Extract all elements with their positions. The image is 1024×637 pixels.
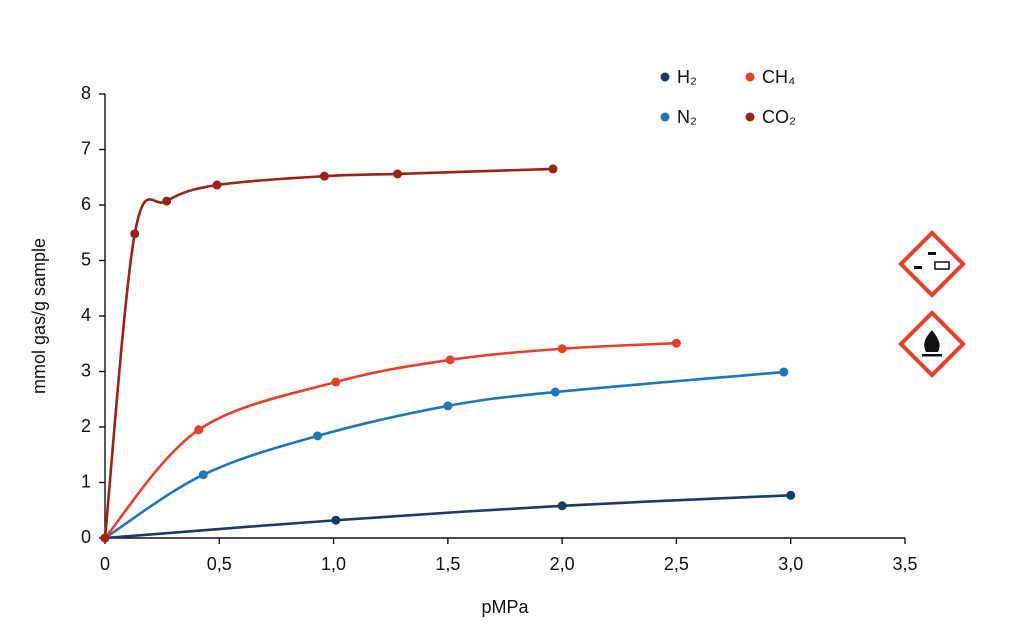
x-tick-label: 0 xyxy=(100,554,110,574)
data-point xyxy=(319,171,329,181)
y-tick-label: 6 xyxy=(81,194,91,214)
y-tick-label: 5 xyxy=(81,249,91,269)
legend-label: CH₄ xyxy=(762,67,795,87)
y-tick-label: 2 xyxy=(81,416,91,436)
y-axis-label: mmol gas/g sample xyxy=(29,238,49,394)
legend-label: N₂ xyxy=(677,107,697,127)
data-point xyxy=(557,344,567,354)
y-tick-label: 4 xyxy=(81,305,91,325)
data-point xyxy=(443,401,453,411)
hazard-corrosive xyxy=(898,230,966,298)
series-line xyxy=(103,167,554,539)
legend-marker xyxy=(660,72,670,82)
x-tick-label: 3,5 xyxy=(892,554,917,574)
data-point xyxy=(786,490,796,500)
x-tick-label: 2,0 xyxy=(550,554,575,574)
data-point xyxy=(212,180,222,190)
y-tick-label: 8 xyxy=(81,83,91,103)
data-point xyxy=(100,533,110,543)
legend-marker xyxy=(660,112,670,122)
x-tick-label: 1,5 xyxy=(435,554,460,574)
legend-label: CO₂ xyxy=(762,107,796,127)
series-line xyxy=(104,341,677,539)
data-point xyxy=(194,425,204,435)
data-point xyxy=(130,229,140,239)
x-tick-label: 2,5 xyxy=(664,554,689,574)
x-tick-label: 1,0 xyxy=(321,554,346,574)
x-tick-label: 0,5 xyxy=(207,554,232,574)
y-tick-label: 1 xyxy=(81,471,91,491)
data-point xyxy=(548,164,558,174)
data-point xyxy=(313,431,323,441)
y-tick-label: 3 xyxy=(81,360,91,380)
data-point xyxy=(162,196,172,206)
data-point xyxy=(671,338,681,348)
x-axis-label: pMPa xyxy=(481,597,529,617)
data-point xyxy=(779,367,789,377)
legend-marker xyxy=(745,72,755,82)
y-tick-label: 7 xyxy=(81,138,91,158)
data-point xyxy=(550,387,560,397)
data-point xyxy=(331,377,341,387)
x-tick-label: 3,0 xyxy=(778,554,803,574)
legend-label: H₂ xyxy=(677,67,697,87)
data-point xyxy=(198,470,208,480)
y-tick-label: 0 xyxy=(81,527,91,547)
data-point xyxy=(445,355,455,365)
legend-marker xyxy=(745,112,755,122)
series-line xyxy=(104,493,791,540)
hazard-flammable xyxy=(898,310,966,378)
data-point xyxy=(331,515,341,525)
data-point xyxy=(393,169,403,179)
data-point xyxy=(557,501,567,511)
